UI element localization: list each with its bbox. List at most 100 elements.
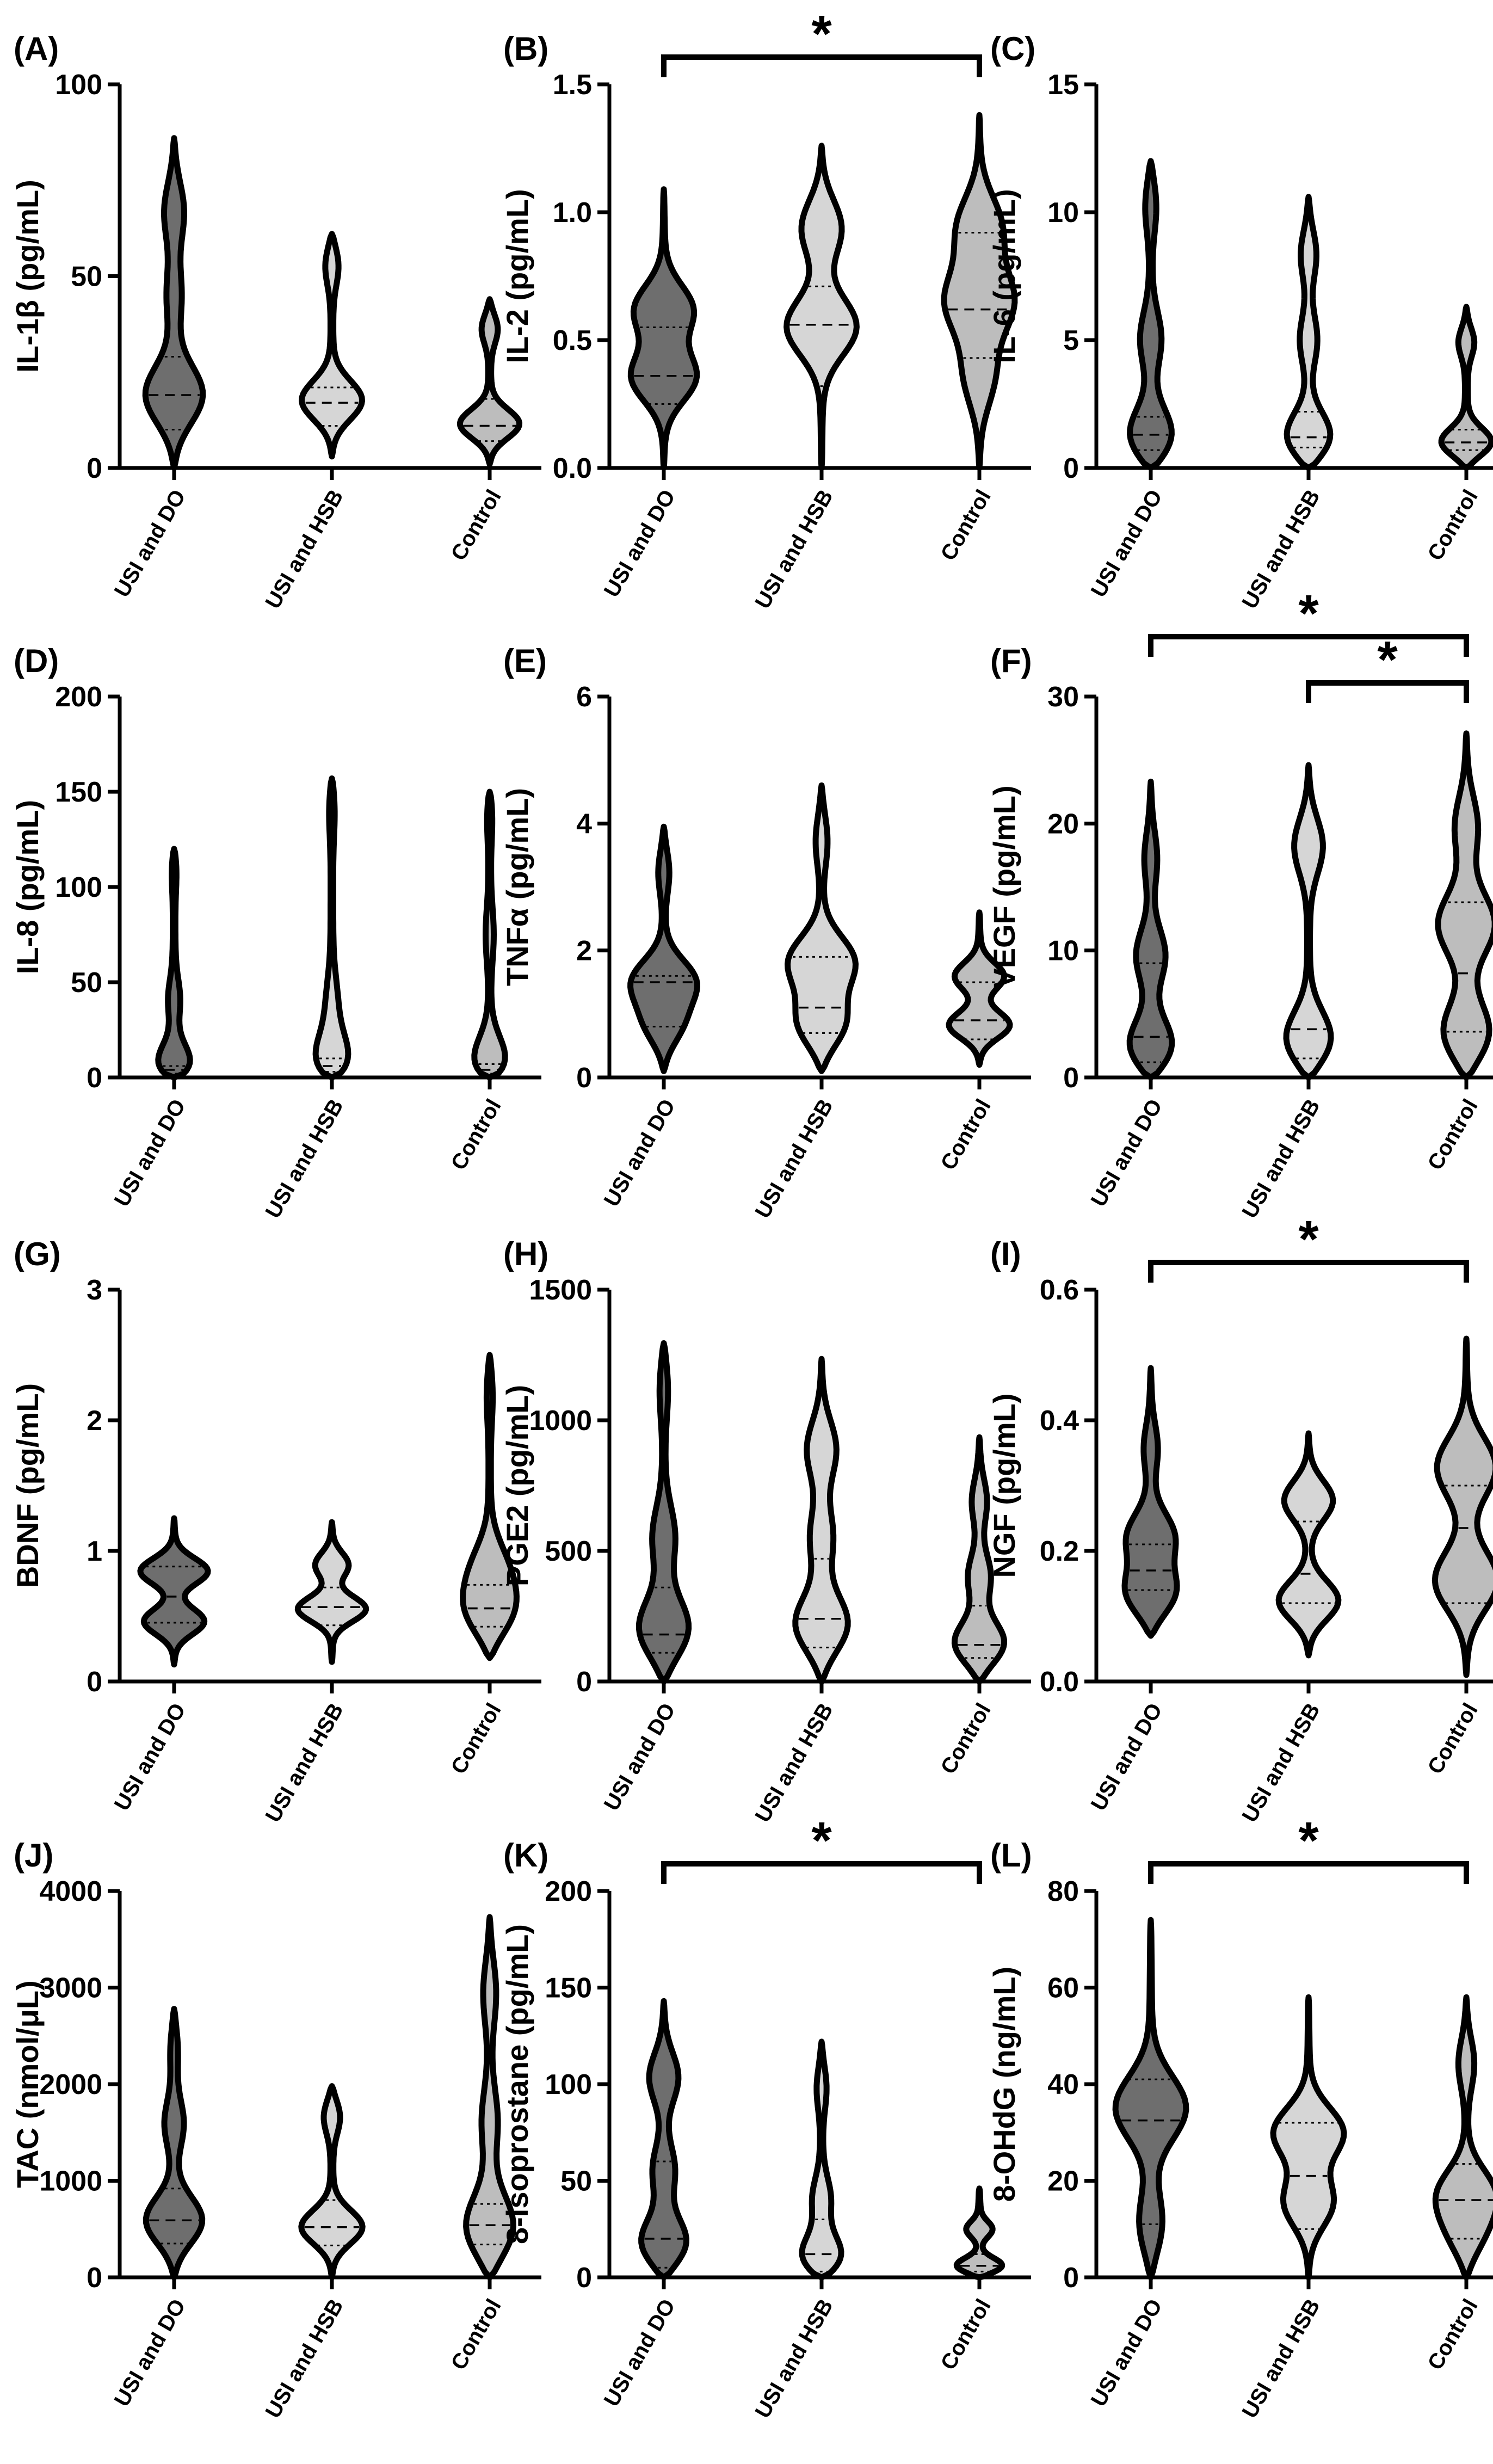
violin-shape [456, 296, 523, 467]
x-tick-label: Control [447, 1699, 506, 1778]
y-tick-label: 4000 [39, 1876, 102, 1907]
x-tick-label: Control [1423, 1699, 1483, 1778]
violin-control [951, 1434, 1008, 1685]
violin-control [463, 1914, 516, 2281]
y-tick-label: 30 [1047, 681, 1079, 713]
violin-control [460, 1352, 520, 1661]
panel-letter: (L) [990, 1837, 1032, 1874]
y-tick-label: 50 [560, 2166, 592, 2197]
y-tick-label: 0 [576, 1062, 592, 1094]
x-tick-label: USI and HSB [1237, 2295, 1324, 2423]
panel-letter: (G) [14, 1236, 61, 1272]
y-tick-label: 0 [576, 2262, 592, 2294]
panel-f: (F) VEGF (pg/mL) 0 10 20 30 USI and DO USI and … [987, 584, 1493, 1222]
significance-bracket: * [1148, 1812, 1469, 1884]
y-tick-label: 0 [576, 1666, 592, 1698]
panel-h: (H) PGE2 (pg/mL) 0 500 1000 1500 USI and DO USI… [500, 1236, 1031, 1826]
violin-shape [946, 909, 1013, 1068]
x-tick-label: Control [447, 2295, 506, 2374]
violin-shape [1432, 1335, 1493, 1678]
panel-letter: (E) [503, 643, 547, 679]
x-tick-label: USI and HSB [750, 1095, 837, 1223]
x-tick-label: USI and HSB [750, 2295, 837, 2423]
y-axis-title: IL-6 (pg/mL) [987, 189, 1021, 363]
significance-bracket: * [661, 5, 982, 77]
y-tick-label: 2 [87, 1405, 102, 1437]
y-axis-title: IL-1β (pg/mL) [10, 180, 45, 373]
y-tick-label: 150 [55, 777, 102, 808]
violin-shape [463, 1914, 516, 2281]
violin-usi-and-hsb [1283, 762, 1334, 1081]
x-tick-label: Control [1423, 2295, 1483, 2374]
violin-shape [627, 823, 700, 1074]
x-tick-label: USI and HSB [750, 486, 837, 613]
bracket-line [1148, 1260, 1469, 1283]
y-axis-title: PGE2 (pg/mL) [500, 1385, 534, 1586]
violin-control [946, 909, 1013, 1068]
y-tick-label: 3000 [39, 1973, 102, 2004]
violin-shape [792, 1356, 851, 1685]
y-tick-label: 0.6 [1040, 1274, 1079, 1306]
y-tick-label: 0 [87, 1666, 102, 1698]
violin-usi-and-hsb [783, 143, 860, 471]
panel-b: (B) IL-2 (pg/mL) 0.0 0.5 1.0 1.5 USI and DO USI… [500, 5, 1031, 613]
x-tick-label: Control [936, 1699, 996, 1778]
x-tick-label: USI and DO [1087, 486, 1167, 602]
y-tick-label: 1 [87, 1536, 102, 1567]
x-tick-label: Control [447, 486, 506, 565]
panel-letter: (A) [14, 30, 59, 67]
violin-shape [1432, 1994, 1493, 2281]
y-tick-label: 1000 [529, 1405, 592, 1437]
bracket-line [1306, 680, 1469, 703]
x-tick-label: USI and DO [600, 486, 680, 602]
violin-usi-and-hsb [785, 782, 859, 1074]
y-axis-title: VEGF (pg/mL) [987, 785, 1021, 988]
x-tick-label: USI and DO [600, 1699, 680, 1815]
bracket-line [1148, 634, 1469, 657]
violin-shape [299, 231, 365, 460]
violin-usi-and-do [638, 1998, 689, 2281]
panel-j: (J) TAC (nmol/μL) 0 1000 2000 3000 4000 USI and… [10, 1837, 541, 2422]
violin-usi-and-do [627, 823, 700, 1074]
significance-star: * [811, 1812, 832, 1870]
violin-usi-and-do [1126, 778, 1175, 1081]
panel-d: (D) IL-8 (pg/mL) 0 50 100 150 200 USI and DO USI… [10, 643, 541, 1222]
y-axis-title: TAC (nmol/μL) [10, 1980, 45, 2188]
violin-shape [636, 1340, 692, 1685]
significance-star: * [1377, 631, 1398, 689]
y-tick-label: 100 [55, 69, 102, 101]
x-tick-label: Control [1423, 486, 1483, 565]
significance-star: * [1298, 584, 1319, 643]
violin-usi-and-hsb [312, 775, 351, 1081]
violin-control [1432, 1335, 1493, 1678]
violin-shape [1438, 304, 1493, 471]
y-tick-label: 1000 [39, 2166, 102, 2197]
violin-shape [627, 186, 700, 471]
y-tick-label: 150 [545, 1973, 592, 2004]
panel-letter: (H) [503, 1236, 548, 1272]
violin-usi-and-do [1112, 1917, 1189, 2281]
y-axis-title: IL-8 (pg/mL) [10, 800, 45, 974]
x-tick-label: USI and DO [110, 2295, 190, 2411]
panel-g: (G) BDNF (pg/mL) 0 1 2 3 USI and DO USI and HSB… [10, 1236, 541, 1826]
violin-usi-and-do [1121, 1365, 1180, 1639]
violin-usi-and-hsb [1284, 194, 1334, 471]
x-tick-label: USI and DO [110, 1095, 190, 1211]
violin-shape [1284, 194, 1334, 471]
panel-e: (E) TNFα (pg/mL) 0 2 4 6 USI and DO USI and HSB… [500, 643, 1031, 1222]
violin-shape [1127, 158, 1175, 471]
violin-shape [638, 1998, 689, 2281]
y-tick-label: 4 [576, 808, 592, 840]
y-tick-label: 1500 [529, 1274, 592, 1306]
violin-shape [155, 846, 193, 1081]
violin-shape [460, 1352, 520, 1661]
violin-shape [312, 775, 351, 1081]
violin-shape [1435, 730, 1493, 1081]
x-tick-label: Control [936, 486, 996, 565]
violin-shape [783, 143, 860, 471]
violin-shape [298, 2083, 366, 2281]
y-tick-label: 80 [1047, 1876, 1079, 1907]
y-axis-title: NGF (pg/mL) [987, 1393, 1021, 1578]
